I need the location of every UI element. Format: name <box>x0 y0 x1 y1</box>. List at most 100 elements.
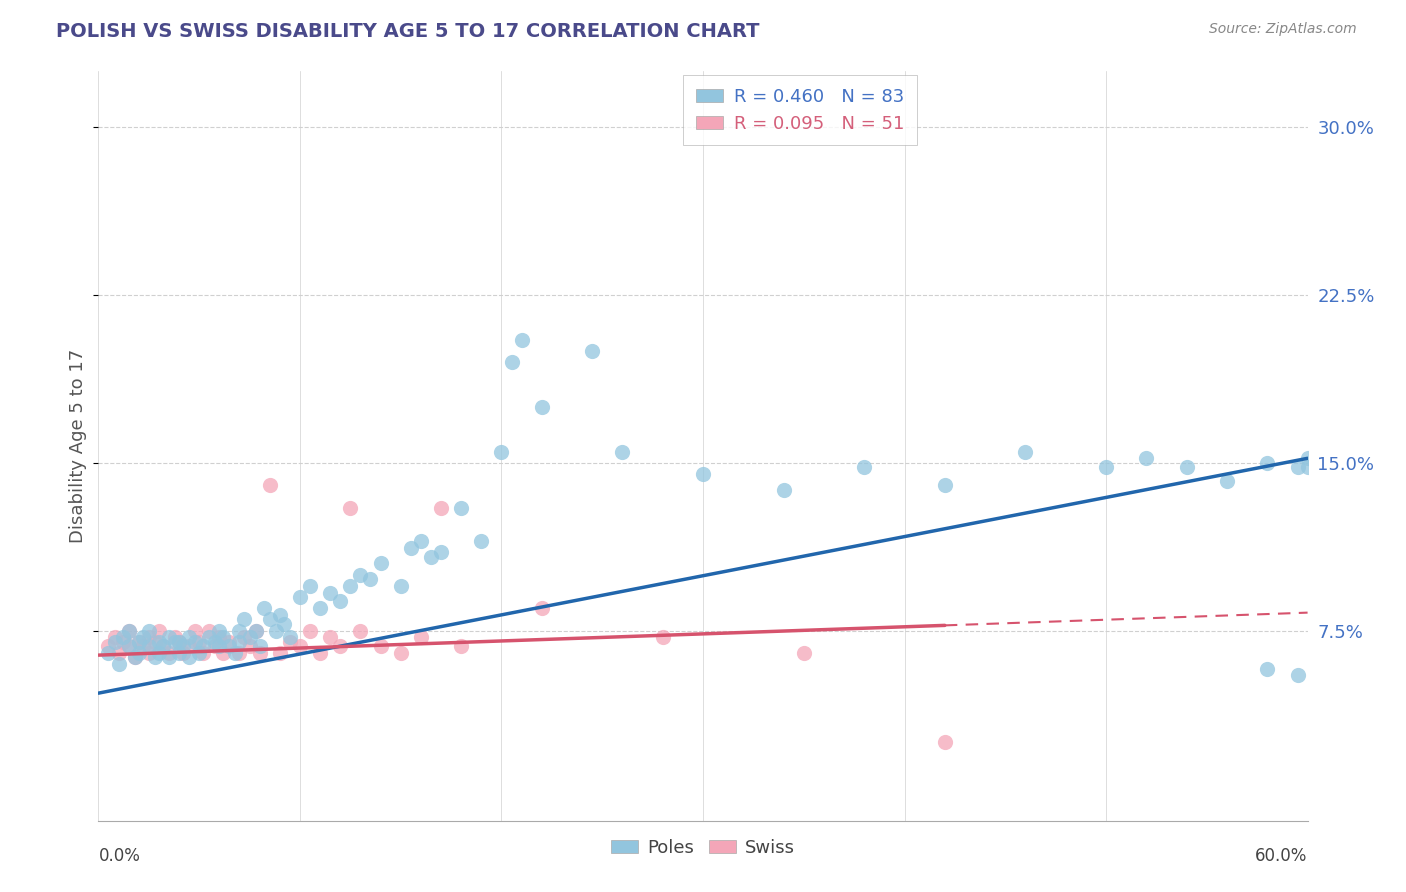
Point <box>157 646 180 660</box>
Point <box>309 601 332 615</box>
Point <box>329 594 352 608</box>
Point <box>118 624 141 638</box>
Point <box>179 650 201 665</box>
Point <box>138 624 160 638</box>
Point <box>259 478 281 492</box>
Point <box>269 646 291 660</box>
Point <box>399 541 422 555</box>
Point <box>128 634 150 648</box>
Point <box>208 624 231 638</box>
Point <box>172 646 194 660</box>
Point <box>470 534 492 549</box>
Point <box>132 639 155 653</box>
Point <box>167 634 190 648</box>
Point <box>1095 460 1118 475</box>
Point <box>167 634 190 648</box>
Point <box>389 579 412 593</box>
Point <box>204 639 226 653</box>
Point <box>128 634 150 648</box>
Point <box>501 355 523 369</box>
Point <box>389 646 412 660</box>
Point <box>409 630 432 644</box>
Point <box>612 444 634 458</box>
Point <box>128 646 150 660</box>
Point <box>188 646 211 660</box>
Point <box>339 579 361 593</box>
Point <box>124 650 146 665</box>
Point <box>157 650 180 665</box>
Point <box>273 616 295 631</box>
Point <box>143 650 166 665</box>
Point <box>97 646 120 660</box>
Point <box>232 630 254 644</box>
Point <box>163 630 186 644</box>
Point <box>138 639 160 653</box>
Point <box>118 639 141 653</box>
Point <box>1135 451 1157 466</box>
Point <box>118 624 141 638</box>
Point <box>409 534 432 549</box>
Point <box>157 630 180 644</box>
Point <box>249 639 271 653</box>
Point <box>1296 451 1319 466</box>
Point <box>651 630 673 644</box>
Point <box>184 634 207 648</box>
Point <box>228 624 250 638</box>
Point <box>370 639 392 653</box>
Point <box>1286 460 1309 475</box>
Point <box>288 590 311 604</box>
Point <box>208 630 231 644</box>
Point <box>299 579 322 593</box>
Point <box>288 639 311 653</box>
Point <box>179 630 201 644</box>
Point <box>772 483 794 497</box>
Point <box>138 646 160 660</box>
Point <box>692 467 714 481</box>
Text: Source: ZipAtlas.com: Source: ZipAtlas.com <box>1209 22 1357 37</box>
Point <box>193 639 215 653</box>
Point <box>1175 460 1198 475</box>
Text: 60.0%: 60.0% <box>1256 847 1308 865</box>
Point <box>491 444 513 458</box>
Point <box>1286 668 1309 682</box>
Point <box>530 400 553 414</box>
Point <box>430 545 453 559</box>
Point <box>450 639 472 653</box>
Point <box>430 500 453 515</box>
Point <box>97 639 120 653</box>
Point <box>152 639 174 653</box>
Point <box>329 639 352 653</box>
Point <box>269 607 291 622</box>
Point <box>370 557 392 571</box>
Point <box>581 343 603 358</box>
Point <box>167 646 190 660</box>
Point <box>103 634 125 648</box>
Point <box>103 630 125 644</box>
Text: POLISH VS SWISS DISABILITY AGE 5 TO 17 CORRELATION CHART: POLISH VS SWISS DISABILITY AGE 5 TO 17 C… <box>56 22 759 41</box>
Point <box>1014 444 1036 458</box>
Point <box>319 630 342 644</box>
Point <box>239 630 262 644</box>
Point <box>188 634 211 648</box>
Point <box>148 634 170 648</box>
Point <box>360 572 382 586</box>
Point <box>198 624 221 638</box>
Point <box>339 500 361 515</box>
Point <box>152 639 174 653</box>
Point <box>228 646 250 660</box>
Point <box>143 634 166 648</box>
Point <box>111 634 134 648</box>
Point <box>349 624 371 638</box>
Point <box>218 634 240 648</box>
Point <box>309 646 332 660</box>
Point <box>793 646 815 660</box>
Point <box>249 646 271 660</box>
Point <box>1256 661 1278 675</box>
Point <box>245 624 267 638</box>
Point <box>184 624 207 638</box>
Point <box>198 630 221 644</box>
Point <box>934 735 956 749</box>
Point <box>299 624 322 638</box>
Point <box>253 601 276 615</box>
Point <box>278 630 301 644</box>
